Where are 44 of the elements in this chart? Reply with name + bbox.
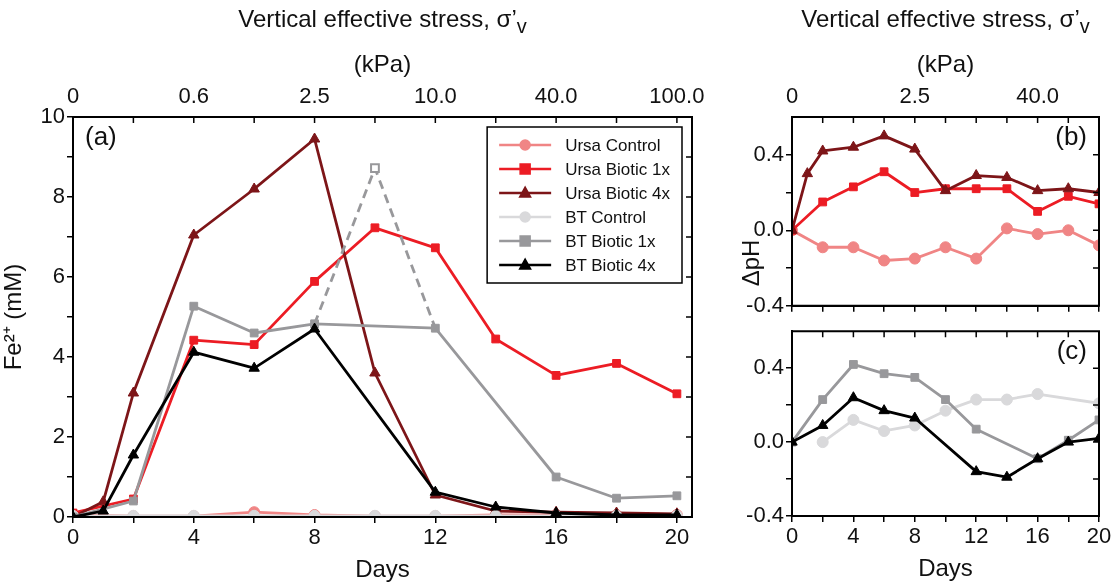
x-axis-title: Days [918, 554, 973, 582]
text: 2.5 [899, 83, 931, 109]
y-tick-label: 8 [52, 183, 65, 209]
x-tick-label: 20 [664, 524, 690, 550]
y-tick-label: 0 [52, 503, 65, 529]
y-tick-label: 4 [52, 343, 65, 369]
x-tick-label: 8 [308, 524, 321, 550]
annotation: (b) [1055, 121, 1087, 152]
legend-label: Ursa Biotic 1x [565, 159, 671, 179]
x-tick-label: 16 [1025, 523, 1050, 549]
text: 10.0 [413, 83, 457, 109]
legend-label: BT Biotic 1x [565, 231, 657, 251]
text: Vertical effective stress, σ’$_{v}$ (kPa) [801, 5, 1090, 77]
x-tick-label: 12 [423, 524, 448, 550]
legend-label: BT Biotic 4x [565, 255, 657, 275]
x-axis-title: Days [355, 555, 410, 583]
y-axis-title: ΔpH [737, 239, 766, 286]
x-tick-label: 12 [963, 523, 989, 549]
text: 2.5 [299, 83, 330, 109]
text: 0.6 [178, 83, 210, 109]
text: Vertical effective stress, σ’$_{v}$ (kPa) [238, 5, 527, 77]
x-tick-label: 4 [847, 523, 860, 549]
y-axis-title: Fe²⁺ (mM) [0, 263, 27, 371]
y-tick-label: 0.4 [753, 140, 784, 166]
y-tick-label: 2 [52, 423, 65, 449]
x-tick-label: 8 [908, 523, 921, 549]
legend-label: Ursa Control [565, 135, 661, 155]
x-tick-label: 16 [543, 524, 569, 550]
y-tick-label: 6 [52, 263, 65, 289]
x-tick-label: 20 [1086, 523, 1112, 549]
annotation: (c) [1056, 335, 1087, 366]
text: 40.0 [534, 83, 578, 109]
x-tick-label: 4 [187, 524, 200, 550]
legend-label: Ursa Biotic 4x [565, 183, 671, 203]
text: 100.0 [649, 83, 705, 109]
y-tick-label: 10 [40, 103, 65, 129]
y-tick-label: -0.4 [746, 291, 784, 317]
annotation: (a) [85, 121, 117, 152]
y-tick-label: 0.4 [753, 354, 784, 380]
y-tick-label: 0.0 [753, 216, 784, 242]
legend-label: BT Control [565, 207, 647, 227]
y-tick-label: 0.0 [753, 428, 784, 454]
y-tick-label: -0.4 [746, 502, 784, 528]
text: 40.0 [1016, 83, 1060, 109]
